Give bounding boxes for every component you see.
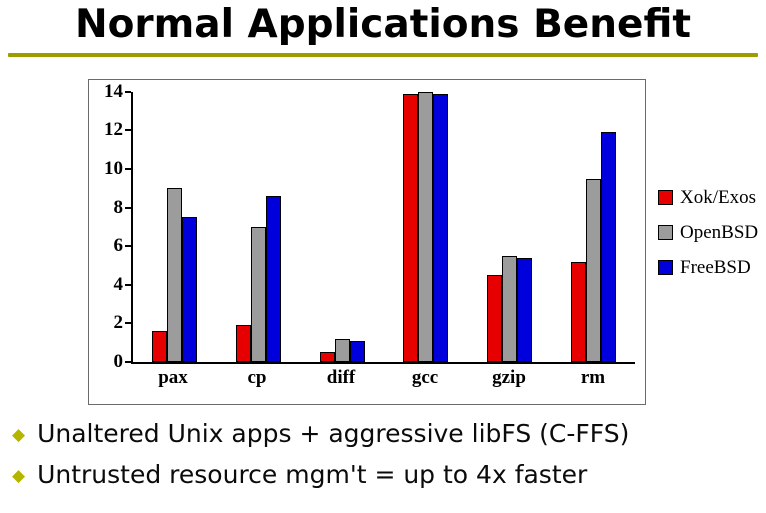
bar-xokexos-cp <box>236 325 251 362</box>
bar-xokexos-diff <box>319 352 335 362</box>
y-axis: 0 2 4 6 8 10 12 14 <box>95 81 131 372</box>
chart-legend: Xok/Exos OpenBSD FreeBSD <box>658 187 758 279</box>
bar-group-cp <box>217 92 301 362</box>
x-axis-category-label: pax <box>158 366 188 388</box>
bar-freebsd-gcc <box>433 93 449 362</box>
bar-openbsd-rm <box>585 178 601 362</box>
slide-title: Normal Applications Benefit <box>74 2 692 47</box>
bar-openbsd-cp <box>251 226 266 362</box>
legend-swatch-icon <box>658 190 673 206</box>
y-axis-tick-label: 10 <box>104 158 123 180</box>
bar-group-rm <box>551 92 635 362</box>
y-axis-tick-label: 12 <box>104 119 123 141</box>
bar-openbsd-diff <box>334 338 350 362</box>
legend-item-freebsd: FreeBSD <box>658 257 758 279</box>
bullet-list: ◆ Unaltered Unix apps + aggressive libFS… <box>12 419 766 489</box>
title-underline <box>8 52 758 57</box>
y-axis-tick-label: 8 <box>113 196 124 218</box>
bullet-item: ◆ Unaltered Unix apps + aggressive libFS… <box>12 419 766 448</box>
bar-xokexos-pax <box>152 331 168 362</box>
bullet-text: Untrusted resource mgm't = up to 4x fast… <box>37 459 588 489</box>
bar-openbsd-gzip <box>502 255 518 362</box>
y-axis-tick-label: 14 <box>104 80 123 102</box>
bar-openbsd-pax <box>167 188 183 362</box>
x-axis-category-label: rm <box>580 366 606 388</box>
y-axis-tick-mark <box>125 322 131 325</box>
y-axis-tick-mark <box>125 206 131 209</box>
chart-region: 0 2 4 6 8 10 12 14 pax cp diff gcc gzip rm Xok/Exos O… <box>88 78 766 405</box>
bar-group-pax <box>133 92 217 362</box>
x-axis-category-label: gzip <box>492 366 526 388</box>
bullet-text: Unaltered Unix apps + aggressive libFS (… <box>37 418 630 448</box>
y-axis-tick-mark <box>125 245 131 248</box>
bar-xokexos-gzip <box>487 275 503 362</box>
x-axis-category-label: cp <box>247 366 267 388</box>
bar-freebsd-gzip <box>517 257 533 362</box>
bar-group-diff <box>300 92 384 362</box>
bar-xokexos-rm <box>570 261 586 362</box>
bullet-diamond-icon: ◆ <box>12 424 26 445</box>
bar-freebsd-diff <box>349 340 365 362</box>
y-axis-tick-mark <box>125 283 131 286</box>
y-axis-tick-label: 6 <box>113 235 124 257</box>
y-axis-tick-label: 0 <box>113 350 124 372</box>
bar-group-gcc <box>384 91 468 362</box>
y-axis-tick-label: 2 <box>113 312 124 334</box>
legend-label: OpenBSD <box>680 221 759 243</box>
x-axis-category-label: diff <box>326 366 356 388</box>
y-axis-tick-label: 4 <box>113 273 124 295</box>
y-axis-tick-mark <box>125 129 131 132</box>
bar-chart: 0 2 4 6 8 10 12 14 pax cp diff gcc gzip rm <box>88 78 646 405</box>
x-axis: pax cp diff gcc gzip rm <box>131 367 635 389</box>
y-axis-tick-mark <box>125 360 131 363</box>
bar-freebsd-pax <box>182 217 198 362</box>
plot-wrap: pax cp diff gcc gzip rm <box>131 91 635 400</box>
bullet-item: ◆ Untrusted resource mgm't = up to 4x fa… <box>12 460 766 489</box>
legend-swatch-icon <box>658 260 673 276</box>
y-axis-tick-mark <box>125 90 131 93</box>
bar-freebsd-cp <box>266 196 281 362</box>
x-axis-category-label: gcc <box>411 366 439 388</box>
bar-openbsd-gcc <box>418 91 434 362</box>
bar-group-gzip <box>468 92 552 362</box>
bar-xokexos-gcc <box>403 93 419 362</box>
plot-area <box>131 91 635 364</box>
y-axis-tick-mark <box>125 168 131 171</box>
legend-label: FreeBSD <box>680 256 751 278</box>
legend-label: Xok/Exos <box>680 186 756 208</box>
bar-freebsd-rm <box>600 132 616 362</box>
legend-item-xokexos: Xok/Exos <box>658 187 758 209</box>
legend-swatch-icon <box>658 225 673 241</box>
bullet-diamond-icon: ◆ <box>12 465 26 486</box>
legend-item-openbsd: OpenBSD <box>658 222 758 244</box>
